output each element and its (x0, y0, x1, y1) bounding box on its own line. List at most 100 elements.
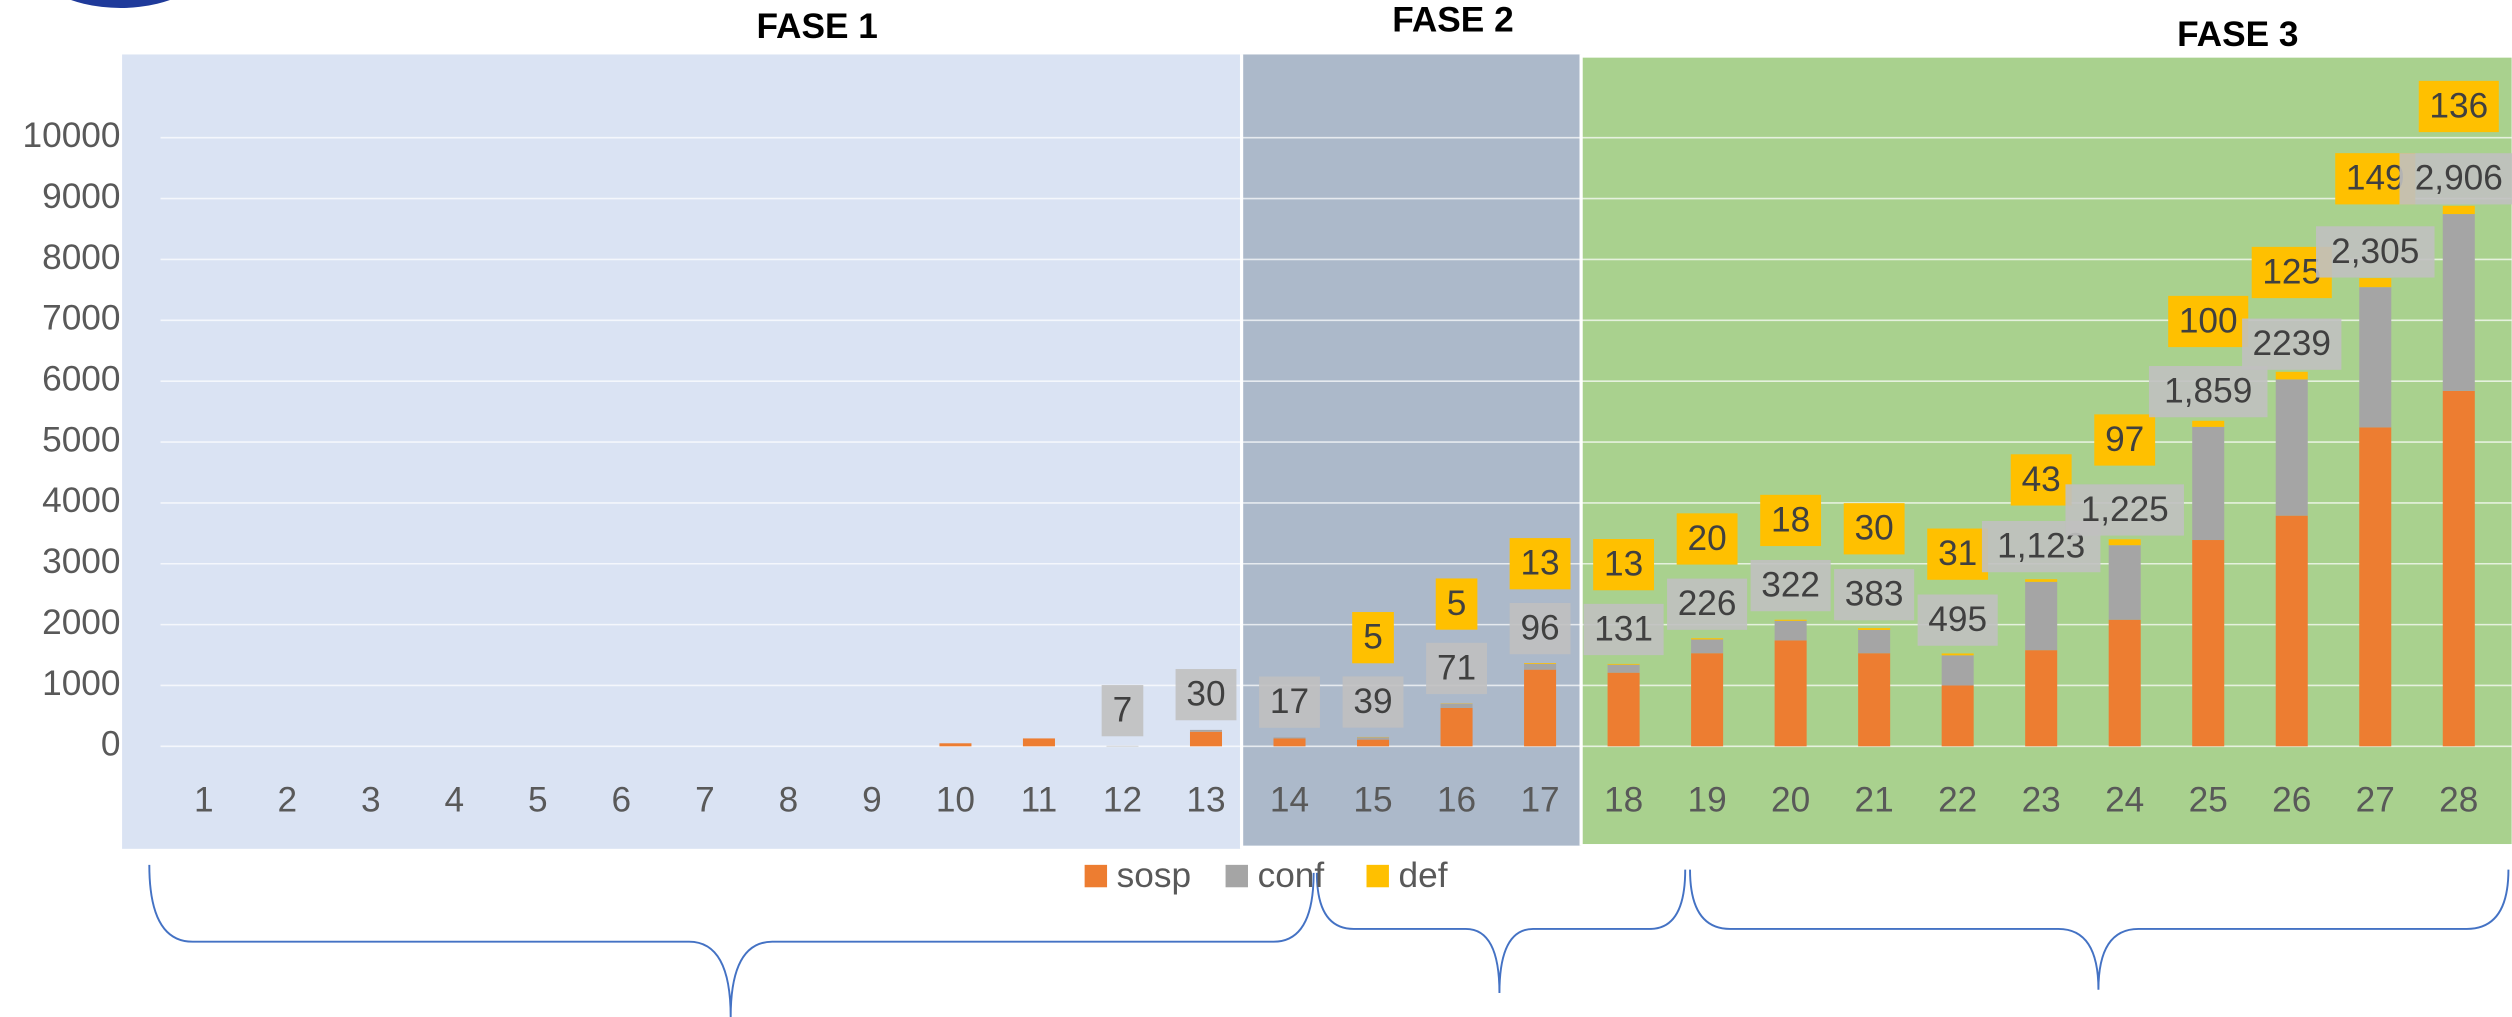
data-label-box (1342, 676, 1404, 728)
data-label: 5 (1447, 584, 1467, 623)
data-label-box (2065, 484, 2184, 536)
data-label-box (2010, 454, 2072, 506)
y-tick-label: 3000 (42, 542, 120, 581)
data-label-box (1676, 513, 1738, 565)
data-label: 31 (1938, 534, 1977, 573)
data-label: 2,906 (2415, 159, 2503, 198)
y-tick-label: 2000 (42, 603, 120, 642)
y-tick-label: 9000 (42, 177, 120, 216)
bar-segment (1440, 703, 1473, 708)
data-label: 7 (1113, 691, 1133, 730)
bar-segment (1691, 638, 1724, 640)
bar-segment (1357, 739, 1390, 747)
data-label: 322 (1761, 566, 1820, 605)
x-tick-label: 23 (2022, 781, 2061, 820)
x-tick-label: 21 (1855, 781, 1894, 820)
bar-segment (2359, 278, 2392, 288)
data-label-box (1750, 559, 1831, 612)
bar-segment (2442, 214, 2475, 391)
data-label-box (1593, 539, 1655, 591)
bar-segment (1524, 663, 1557, 664)
bar-segment (2192, 426, 2225, 541)
data-label-box (2418, 80, 2499, 133)
x-tick-label: 25 (2189, 781, 2228, 820)
bar-segment (1691, 653, 1724, 747)
data-label: 149 (2346, 159, 2405, 198)
brace (1315, 869, 1687, 993)
data-label-box (1760, 494, 1822, 547)
brace (1689, 869, 2510, 990)
bar-segment (1607, 664, 1640, 673)
bar-segment (2025, 581, 2058, 651)
data-label-box (1435, 578, 1478, 630)
bar-segment (1607, 672, 1640, 747)
bar-segment (1941, 685, 1974, 747)
legend-swatch (1366, 864, 1389, 888)
bar-segment (2108, 539, 2141, 546)
data-label-box (2094, 414, 2156, 466)
bar-segment (1774, 640, 1807, 747)
data-label-box (2399, 153, 2512, 205)
data-label: 18 (1771, 500, 1810, 539)
data-label: 71 (1437, 648, 1476, 687)
data-label: 96 (1520, 608, 1559, 647)
bar-segment (1189, 729, 1223, 732)
bar-segment (2108, 545, 2141, 620)
bar-segment (2025, 650, 2058, 747)
data-label: 100 (2179, 301, 2238, 340)
bar-segment (2192, 420, 2225, 427)
data-label: 43 (2022, 460, 2061, 499)
x-tick-label: 20 (1771, 781, 1810, 820)
data-label-box (2168, 295, 2249, 348)
y-tick-label: 5000 (42, 420, 120, 459)
bar-segment (1774, 619, 1807, 621)
x-tick-label: 19 (1688, 781, 1727, 820)
y-tick-label: 7000 (42, 299, 120, 338)
phase-1-bg (122, 54, 1242, 849)
data-label: 1,225 (2081, 490, 2169, 529)
y-tick-label: 10000 (23, 116, 121, 155)
data-label-box (2242, 318, 2342, 370)
data-label-box (1509, 538, 1571, 590)
braces (148, 864, 2510, 1017)
data-label-box (1834, 569, 1915, 621)
bar-segment (2442, 390, 2475, 747)
x-tick-label: 3 (361, 781, 381, 820)
bar-segment (2275, 379, 2308, 516)
data-label: 131 (1594, 609, 1653, 648)
y-tick-label: 4000 (42, 481, 120, 520)
data-label: 13 (1520, 544, 1559, 583)
x-tick-label: 24 (2105, 781, 2144, 820)
data-label-box (1843, 503, 1905, 555)
x-tick-label: 2 (277, 781, 297, 820)
data-label-box (2148, 366, 2268, 418)
x-tick-label: 4 (445, 781, 465, 820)
legend-label: def (1399, 856, 1448, 895)
bar-segment (2442, 205, 2475, 215)
bar-segment (1189, 731, 1223, 747)
x-tick-label: 28 (2439, 781, 2478, 820)
x-tick-label: 12 (1103, 781, 1142, 820)
bar-segment (2359, 427, 2392, 747)
x-tick-label: 22 (1938, 781, 1977, 820)
y-tick-label: 0 (101, 725, 121, 764)
bar-segment (1941, 655, 1974, 686)
y-tick-label: 1000 (42, 664, 120, 703)
data-label-box (1667, 578, 1748, 630)
bar-segment (1858, 653, 1891, 747)
bar-segment (939, 743, 972, 747)
x-tick-label: 16 (1437, 781, 1476, 820)
data-label: 383 (1845, 575, 1904, 614)
data-label: 5 (1363, 618, 1383, 657)
data-label-box (1917, 594, 1998, 646)
bar-segment (1941, 653, 1974, 656)
x-tick-label: 1 (194, 781, 214, 820)
data-label: 2239 (2253, 324, 2331, 363)
data-label: 39 (1353, 682, 1392, 721)
data-label-box (1175, 669, 1237, 721)
x-tick-label: 18 (1604, 781, 1643, 820)
bar-segment (2108, 619, 2141, 747)
bar-segment (1607, 663, 1640, 665)
